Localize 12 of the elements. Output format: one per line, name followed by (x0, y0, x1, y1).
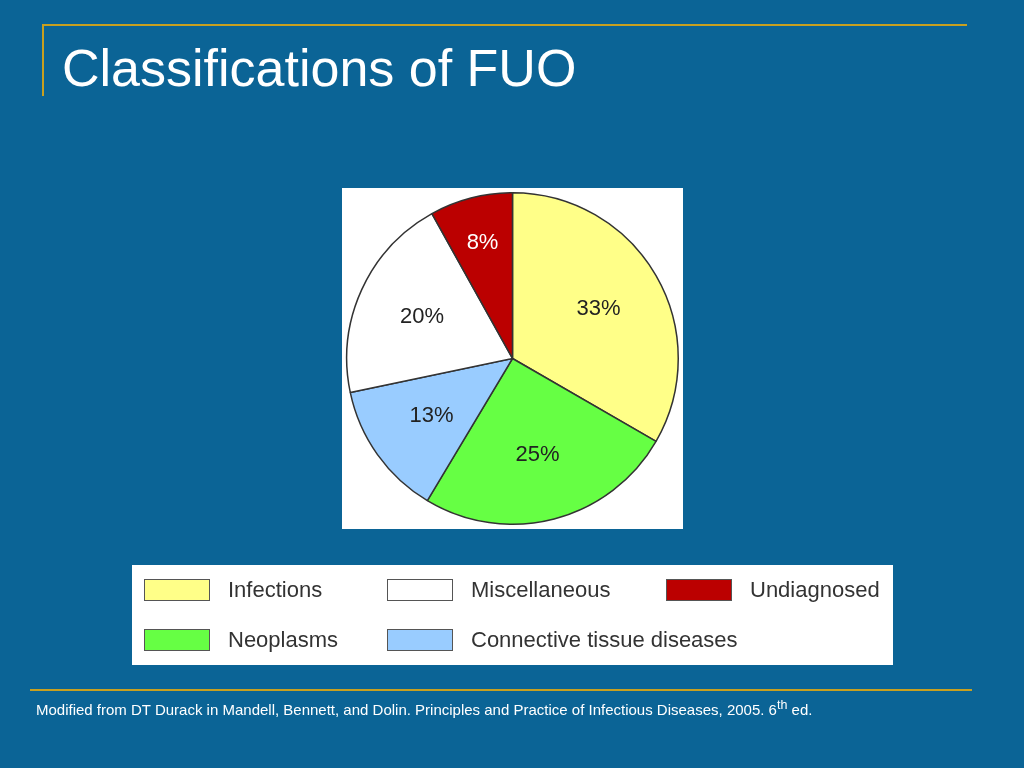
data-label: 13% (409, 402, 454, 428)
legend-label: Infections (228, 577, 323, 603)
legend-label: Miscellaneous (471, 577, 611, 603)
data-label: 20% (400, 303, 445, 329)
data-label: 8% (466, 229, 499, 255)
legend-label: Connective tissue diseases (471, 627, 738, 653)
data-label: 33% (576, 294, 621, 320)
legend-label: Undiagnosed (750, 577, 880, 603)
chart-title: Classifications of FUO (62, 38, 577, 98)
data-label: 25% (515, 440, 560, 466)
legend-label: Neoplasms (228, 627, 339, 653)
text: Modified from DT Durack in Mandell, Bennett, and Dolin. Principles and Practice of Infectious Diseases, 2005. 6$^{th}$ ed. (36, 698, 813, 718)
